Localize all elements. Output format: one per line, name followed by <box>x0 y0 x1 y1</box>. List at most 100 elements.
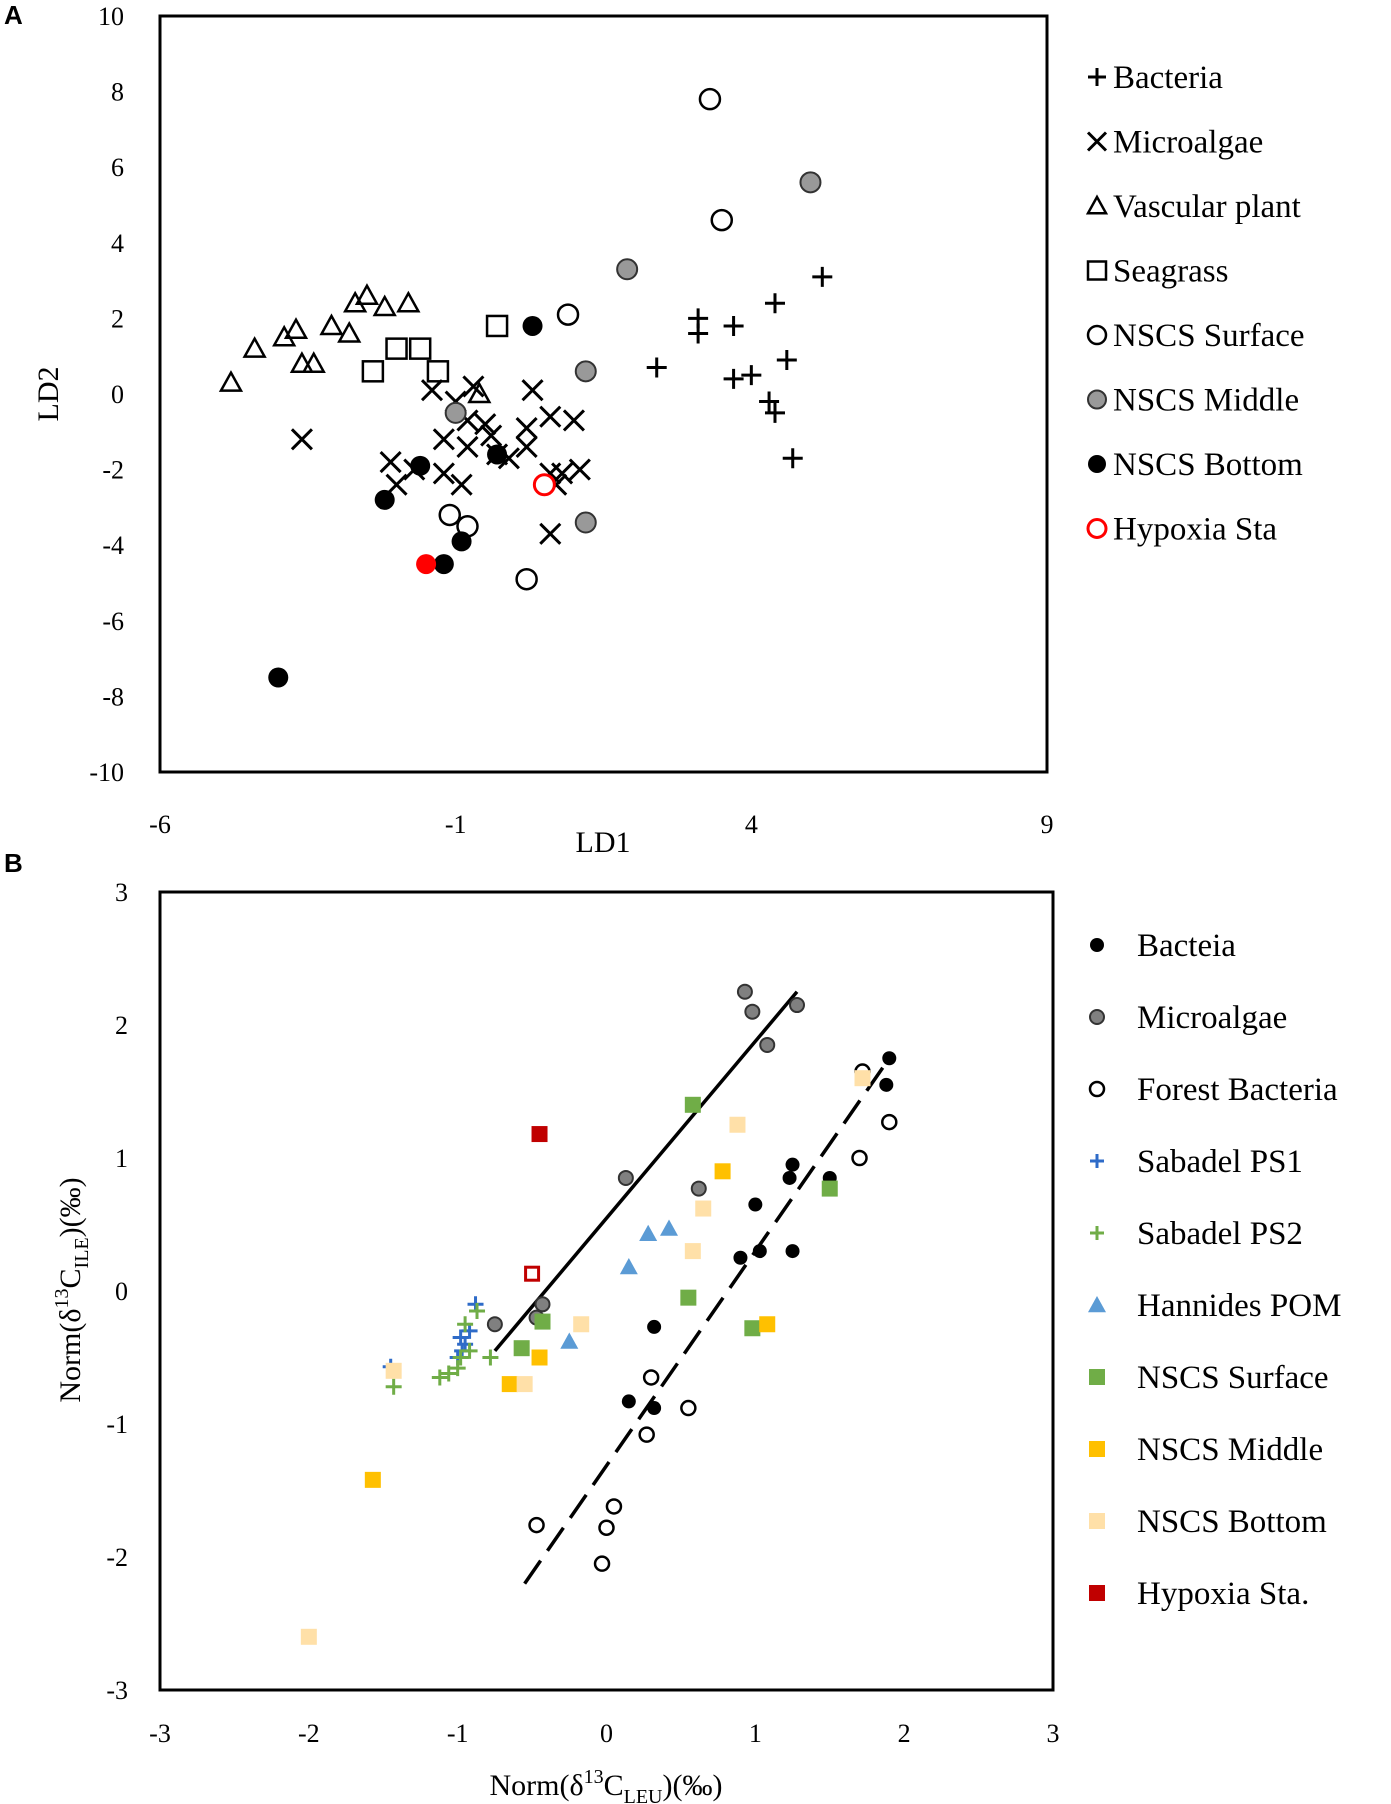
panel-b-trend-lines <box>493 990 891 1585</box>
panel-b-point-bacteia <box>782 1170 797 1185</box>
panel-b-point-microalgae <box>486 1316 503 1333</box>
panel-b-point-microalgae <box>744 1003 761 1020</box>
panel-b-y-tick-label: -1 <box>106 1410 128 1439</box>
panel-b-point-bacteia <box>647 1319 662 1334</box>
panel-b-point-forest-bacteria <box>638 1426 655 1443</box>
panel-b-legend-marker-nscs-surface <box>1089 1369 1105 1385</box>
panel-b-letter: B <box>4 848 23 878</box>
panel-b-x-title-post: )(‰) <box>663 1769 723 1802</box>
panel-a-point-microalgae <box>515 435 538 458</box>
panel-a-point-microalgae <box>551 462 574 485</box>
panel-b-point-nscs-bottom <box>300 1628 317 1645</box>
panel-b-y-ticks: 3 2 1 0 -1 -2 -3 <box>106 878 128 1705</box>
panel-a-x-tick-label: -1 <box>445 810 467 839</box>
panel-a-point-microalgae <box>539 405 562 428</box>
panel-b-point-sabadel-ps2 <box>469 1302 486 1319</box>
panel-a-x-ticks: -6 -1 4 9 <box>149 810 1053 839</box>
panel-b-point-nscs-surface <box>744 1320 761 1337</box>
panel-a-legend-marker-nscs-middle <box>1087 389 1107 410</box>
panel-b-legend-marker-hannides-pom <box>1088 1296 1106 1313</box>
panel-a-y-ticks: 10 8 6 4 2 0 -2 -4 -6 -8 -10 <box>89 2 124 787</box>
panel-a-point-microalgae <box>562 409 585 432</box>
panel-b-point-nscs-surface <box>821 1180 838 1197</box>
panel-b-legend-label-microalgae: Microalgae <box>1137 1000 1287 1036</box>
panel-b-legend-marker-nscs-bottom <box>1089 1513 1105 1529</box>
panel-a-point-microalgae <box>420 379 444 402</box>
panel-a-y-tick-label: 10 <box>98 2 124 31</box>
panel-b-point-bacteia <box>748 1197 763 1212</box>
panel-a-point-microalgae <box>539 522 562 545</box>
panel-b-point-microalgae <box>759 1036 776 1053</box>
panel-a-point-seagrass <box>385 337 408 360</box>
panel-b-point-sabadel-ps2 <box>452 1349 469 1366</box>
panel-a-point-nscs-bottom <box>268 667 289 688</box>
panel-a-point-nscs-bottom <box>522 315 543 336</box>
panel-b-legend-marker-microalgae <box>1089 1009 1105 1025</box>
panel-a-y-tick-label: 4 <box>111 229 124 258</box>
panel-a-point-bacteria <box>764 402 785 423</box>
panel-a-point-vascular-plant <box>319 313 344 336</box>
panel-a-y-tick-label: -6 <box>102 607 124 636</box>
panel-b-point-nscs-bottom <box>573 1316 590 1333</box>
panel-a-legend-marker-hypoxia-sta <box>1086 518 1108 539</box>
panel-a-point-microalgae <box>474 413 497 436</box>
panel-b-point-forest-bacteria <box>851 1149 868 1167</box>
panel-b-x-title-sub: LEU <box>624 1786 663 1804</box>
panel-a-point-bacteria <box>741 365 762 386</box>
panel-b-point-nscs-bottom <box>385 1362 402 1379</box>
panel-a-point-hypoxia-sta <box>532 473 556 497</box>
panel-b-point-nscs-surface <box>513 1340 530 1357</box>
panel-b-x-tick-label: -3 <box>149 1719 171 1748</box>
panel-a-point-microalgae <box>456 435 479 458</box>
panel-b-point-nscs-middle <box>531 1349 548 1366</box>
panel-b-point-sabadel-ps2 <box>482 1349 499 1366</box>
panel-a-legend-marker-nscs-surface <box>1086 324 1108 346</box>
panel-b-y-tick-label: 0 <box>115 1277 128 1306</box>
panel-a-legend-label-hypoxia-sta: Hypoxia Sta <box>1113 512 1277 548</box>
panel-b-legend-label-bacteia: Bacteia <box>1137 928 1236 964</box>
panel-a-point-nscs-middle <box>799 171 822 194</box>
panel-a-point-vascular-plant <box>301 351 326 374</box>
panel-a-point-seagrass <box>361 360 385 383</box>
panel-b-point-nscs-bottom <box>516 1376 533 1393</box>
panel-b-point-bacteia <box>621 1394 636 1409</box>
panel-b-point-nscs-surface <box>680 1289 697 1306</box>
panel-a-legend-label-vascular-plant: Vascular plant <box>1113 189 1301 225</box>
panel-a-point-vascular-plant <box>242 336 267 358</box>
panel-a-point-microalgae <box>515 416 538 440</box>
panel-a-y-tick-label: -10 <box>89 758 124 787</box>
panel-a-letter: A <box>4 0 23 30</box>
panel-b-point-nscs-surface <box>684 1096 701 1113</box>
panel-a-x-tick-label: 4 <box>745 810 758 839</box>
panel-a-point-nscs-surface <box>438 503 462 527</box>
panel-a-legend-label-nscs-surface: NSCS Surface <box>1113 318 1305 354</box>
panel-b-legend-marker-sabadel-ps1 <box>1090 1154 1104 1168</box>
panel-b-point-sabadel-ps2 <box>431 1369 448 1386</box>
panel-a-point-bacteria <box>812 266 833 287</box>
panel-b-point-nscs-bottom <box>854 1070 871 1087</box>
panel-b-legend-label-hypoxia-sta: Hypoxia Sta. <box>1137 1576 1309 1612</box>
panel-a-point-nscs-bottom <box>374 489 395 510</box>
panel-a-y-tick-label: -8 <box>102 682 124 711</box>
panel-a-legend-marker-vascular-plant <box>1085 194 1109 215</box>
panel-a-point-microalgae <box>379 450 402 474</box>
panel-b-point-forest-bacteria <box>680 1399 697 1417</box>
panel-b-x-axis-title: Norm(δ13CLEU)(‰) <box>489 1766 722 1804</box>
panel-a-x-tick-label: -6 <box>149 810 171 839</box>
panel-a-point-vascular-plant <box>396 290 421 313</box>
panel-b-trend-line-dashed <box>523 1057 891 1585</box>
panel-b-legend-label-hannides-pom: Hannides POM <box>1137 1288 1341 1324</box>
panel-a-y-tick-label: -4 <box>102 531 124 560</box>
panel-a-x-tick-label: 9 <box>1041 810 1054 839</box>
panel-b-legend-marker-forest-bacteria <box>1088 1080 1106 1098</box>
panel-b-y-title-pre: Norm(δ <box>54 1308 87 1402</box>
panel-a-point-bacteria <box>646 357 667 378</box>
panel-a-legend-marker-bacteria <box>1088 68 1106 86</box>
panel-a-y-tick-label: 2 <box>111 304 124 333</box>
panel-a-legend-label-nscs-bottom: NSCS Bottom <box>1113 447 1303 483</box>
panel-a-point-vascular-plant <box>343 290 368 313</box>
panel-b-point-microalgae <box>690 1180 707 1197</box>
panel-a-point-nscs-bottom <box>487 444 508 465</box>
panel-b-point-bacteia <box>879 1077 894 1092</box>
